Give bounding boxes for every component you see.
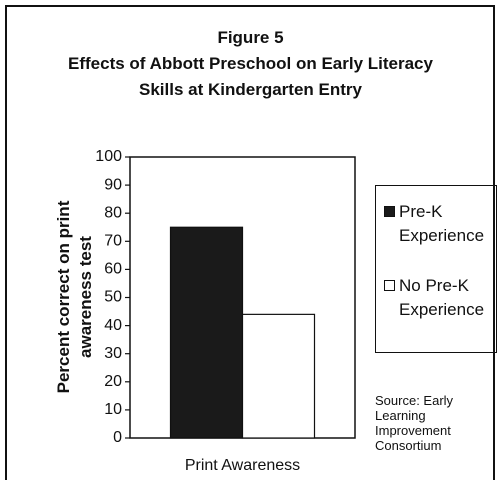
y-tick-label: 40 — [104, 317, 122, 334]
frame — [5, 5, 495, 480]
y-tick-label: 20 — [104, 373, 122, 390]
legend: Pre-K Experience No Pre-K Experience — [375, 185, 497, 353]
chart-subtitle: Effects of Abbott Preschool on Early Lit… — [68, 54, 433, 99]
bar — [241, 313, 316, 439]
y-tick-label: 90 — [104, 176, 122, 193]
legend-swatch — [384, 280, 395, 291]
y-tick-label: 30 — [104, 345, 122, 362]
y-tick-label: 50 — [104, 289, 122, 306]
x-tick-label: Print Awareness — [185, 457, 300, 474]
y-tick-label: 10 — [104, 401, 122, 418]
annotation: Source: Early Learning Improvement Conso… — [375, 393, 454, 453]
y-tick-label: 80 — [104, 204, 122, 221]
legend-item: Pre-K Experience — [384, 200, 496, 248]
legend-label: No Pre-K Experience — [399, 276, 485, 319]
legend-label: Pre-K Experience — [399, 202, 485, 245]
legend-swatch — [384, 206, 395, 217]
y-tick-label: 100 — [95, 148, 122, 165]
legend-item: No Pre-K Experience — [384, 274, 496, 322]
y-tick-label: 70 — [104, 233, 122, 250]
y-tick-label: 0 — [113, 429, 122, 446]
y-tick-label: 60 — [104, 261, 122, 278]
chart-title: Figure 5 — [217, 28, 284, 47]
bar — [169, 226, 244, 439]
